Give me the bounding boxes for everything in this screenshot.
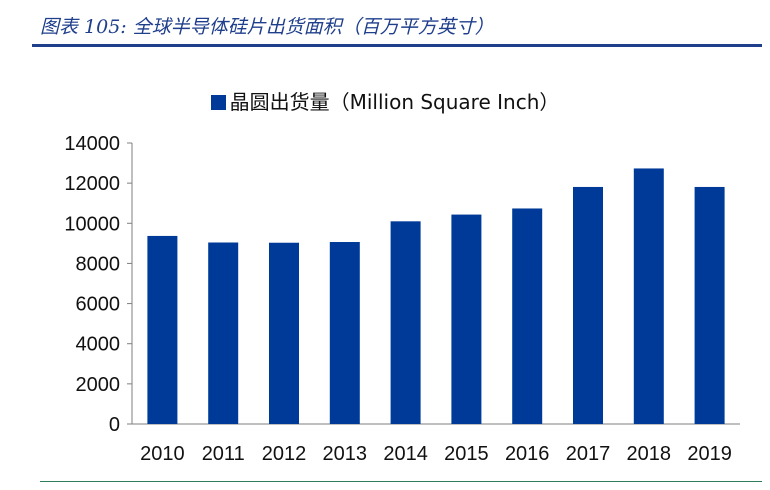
bar-2015 bbox=[451, 214, 482, 424]
bar-2011 bbox=[208, 242, 239, 424]
bar-2019 bbox=[694, 186, 725, 424]
y-tick-label: 6000 bbox=[76, 294, 121, 316]
y-tick-label: 10000 bbox=[64, 213, 120, 235]
y-tick-label: 12000 bbox=[64, 173, 120, 195]
y-tick-label: 0 bbox=[109, 414, 120, 436]
y-tick-label: 4000 bbox=[76, 334, 121, 356]
bar-2018 bbox=[633, 168, 664, 424]
x-tick-label: 2015 bbox=[444, 443, 489, 465]
x-tick-label: 2012 bbox=[262, 443, 307, 465]
x-tick-label: 2014 bbox=[383, 443, 428, 465]
y-tick-label: 14000 bbox=[64, 133, 120, 155]
bar-2016 bbox=[512, 208, 543, 424]
x-tick-label: 2018 bbox=[627, 443, 672, 465]
caption-divider bbox=[32, 44, 762, 47]
figure-caption: 图表 105: 全球半导体硅片出货面积（百万平方英寸） bbox=[40, 16, 494, 38]
legend-swatch bbox=[210, 95, 226, 110]
footer-divider bbox=[40, 481, 762, 482]
bar-2012 bbox=[269, 242, 299, 424]
x-tick-label: 2011 bbox=[202, 443, 245, 465]
x-tick-label: 2013 bbox=[323, 443, 368, 465]
chart-legend: 晶圆出货量（Million Square Inch） bbox=[0, 86, 770, 115]
y-tick-label: 2000 bbox=[76, 374, 121, 396]
legend-label: 晶圆出货量（Million Square Inch） bbox=[229, 90, 560, 114]
bar-2014 bbox=[390, 221, 421, 424]
x-tick-label: 2019 bbox=[687, 443, 732, 465]
x-tick-label: 2016 bbox=[505, 443, 550, 465]
bar-2013 bbox=[329, 242, 360, 424]
y-tick-label: 8000 bbox=[76, 253, 121, 275]
bar-2017 bbox=[573, 186, 603, 424]
x-tick-label: 2010 bbox=[140, 443, 185, 465]
x-tick-label: 2017 bbox=[566, 443, 611, 465]
bar-2010 bbox=[147, 235, 178, 424]
